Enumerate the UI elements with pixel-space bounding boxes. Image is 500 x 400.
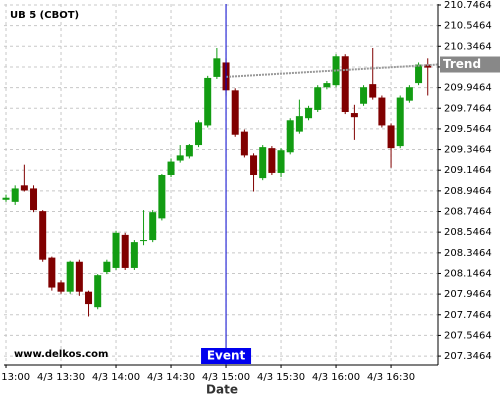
x-tick-label: 4/3 15:00	[202, 372, 250, 383]
candle-body	[415, 64, 423, 84]
candle-body	[332, 56, 340, 86]
candle-body	[286, 120, 294, 153]
candle-body	[130, 242, 138, 268]
y-tick-label: 210.5464	[444, 21, 492, 32]
x-tick-label: 4/3 16:30	[367, 372, 415, 383]
candle-body	[250, 155, 258, 175]
x-axis-label: Date	[206, 383, 238, 397]
candle-body	[378, 97, 386, 126]
y-tick-label: 209.7464	[444, 103, 492, 114]
candle-body	[295, 116, 303, 132]
candle-body	[195, 122, 203, 146]
candle-body	[323, 83, 331, 88]
candle-body	[39, 211, 47, 260]
candle-body	[94, 275, 102, 308]
event-label: Event	[207, 349, 246, 363]
candle-body	[57, 282, 65, 292]
y-tick-label: 209.1464	[444, 165, 492, 176]
x-tick-label: 4/3 16:00	[312, 372, 360, 383]
x-tick-label: 4/3 14:30	[147, 372, 195, 383]
watermark: www.delkos.com	[14, 349, 108, 360]
candle-body	[112, 232, 120, 268]
y-tick-label: 210.7464	[444, 0, 492, 11]
candle-body	[259, 147, 267, 179]
candle-body	[231, 90, 239, 135]
candle-body	[314, 87, 322, 110]
candle-body	[149, 212, 157, 241]
candle-body	[66, 261, 74, 292]
candle-body	[240, 131, 248, 156]
y-tick-label: 209.5464	[444, 124, 492, 135]
candle-body	[277, 150, 285, 173]
candle-body	[2, 197, 10, 200]
candle-body	[85, 291, 93, 305]
y-tick-label: 208.5464	[444, 227, 492, 238]
trend-label: Trend	[443, 57, 481, 71]
y-tick-label: 207.7464	[444, 310, 492, 321]
y-tick-label: 207.3464	[444, 351, 492, 362]
y-tick-label: 208.3464	[444, 248, 492, 259]
candle-body	[369, 84, 377, 98]
chart-title: UB 5 (CBOT)	[10, 10, 79, 21]
candle-body	[11, 188, 19, 202]
candle-body	[268, 148, 276, 173]
candle-body	[204, 77, 212, 126]
y-tick-label: 208.9464	[444, 186, 492, 197]
trend-line	[225, 63, 439, 78]
y-tick-label: 210.3464	[444, 41, 492, 52]
plot-area	[4, 4, 438, 365]
x-tick-label: 4/3 15:30	[257, 372, 305, 383]
candle-body	[176, 155, 184, 161]
y-tick-label: 208.1464	[444, 268, 492, 279]
event-label-box	[201, 348, 252, 364]
candle-body	[387, 125, 395, 149]
candle-body	[20, 185, 28, 191]
x-tick-label: 4/3 13:30	[37, 372, 85, 383]
candle-body	[75, 261, 83, 292]
candle-body	[167, 161, 175, 175]
x-tick-label: 4/3 13:00	[0, 372, 30, 383]
y-tick-label: 207.9464	[444, 289, 492, 300]
candle-body	[350, 113, 358, 118]
candle-body	[341, 56, 349, 113]
y-tick-label: 207.5464	[444, 330, 492, 341]
candle-body	[213, 58, 221, 77]
y-tick-label: 209.9464	[444, 83, 492, 94]
candle-body	[305, 107, 313, 119]
candle-body	[121, 234, 129, 268]
candle-body	[48, 257, 56, 288]
trend-label-box	[440, 56, 500, 73]
candle-body	[405, 87, 413, 101]
candle-body	[158, 175, 166, 219]
candle-body	[103, 261, 111, 273]
candle-body	[360, 87, 368, 104]
grid	[4, 4, 438, 365]
y-tick-label: 209.3464	[444, 145, 492, 156]
candle-body	[30, 188, 38, 211]
y-tick-label: 208.7464	[444, 207, 492, 218]
candle-body	[396, 97, 404, 147]
x-tick-label: 4/3 14:00	[92, 372, 140, 383]
candle-body	[185, 145, 193, 157]
candle-body	[140, 240, 148, 242]
